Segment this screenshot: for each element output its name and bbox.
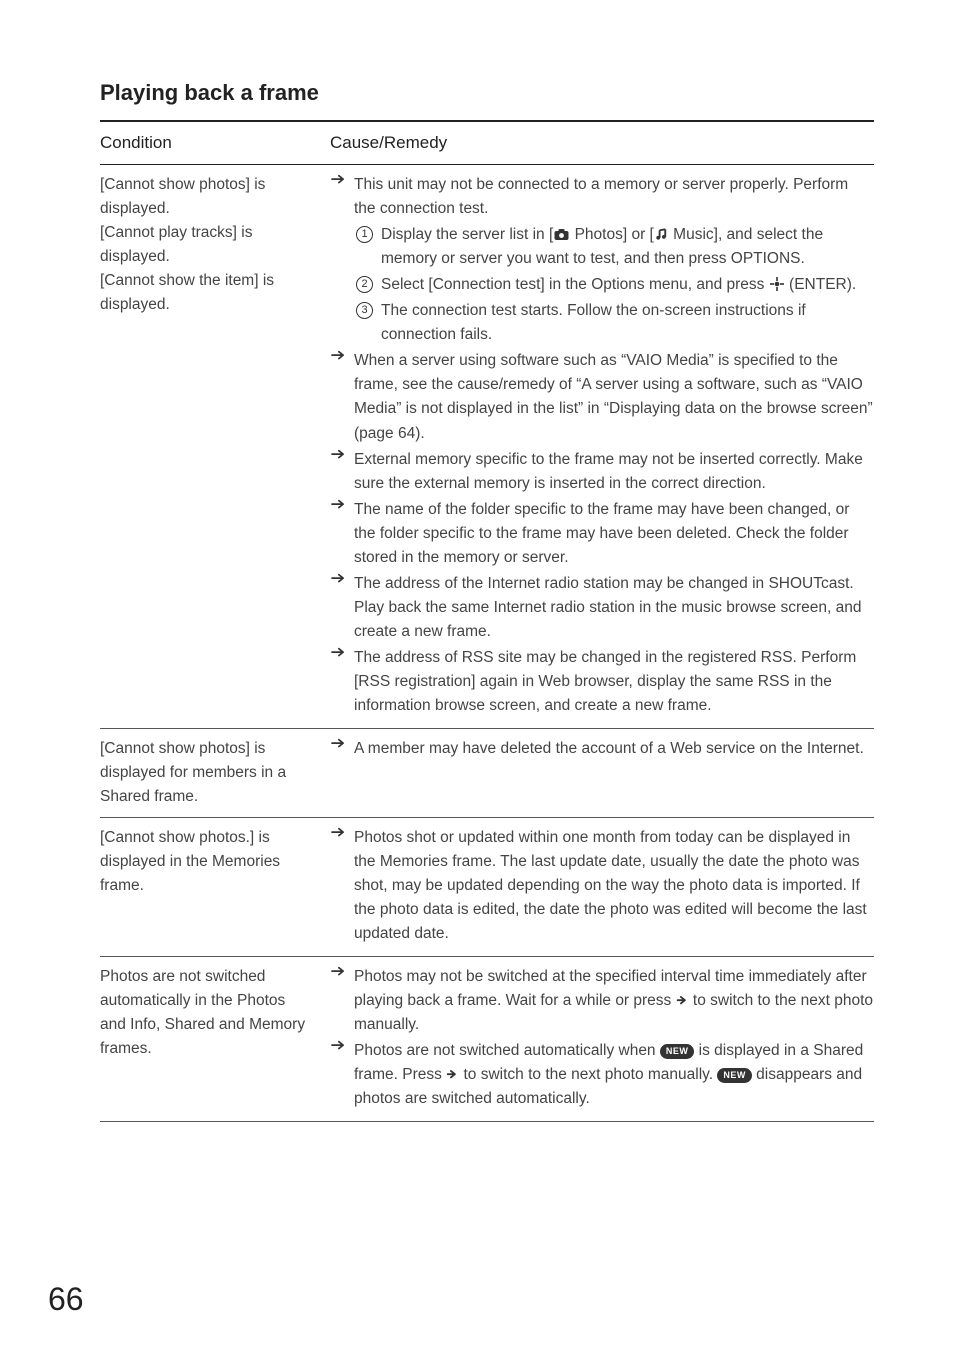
header-condition: Condition	[100, 122, 330, 164]
bullet-arrow-icon	[330, 349, 348, 362]
bullet-arrow-icon	[330, 498, 348, 511]
bullet-arrow-icon	[330, 448, 348, 461]
new-badge: NEW	[717, 1068, 752, 1083]
bullet-arrow-icon	[330, 646, 348, 659]
remedy-text: The name of the folder specific to the f…	[354, 498, 874, 570]
condition-cell: [Cannot show photos] is displayed for me…	[100, 729, 330, 817]
sub-step: 3 The connection test starts. Follow the …	[356, 299, 874, 347]
cause-cell: Photos shot or updated within one month …	[330, 818, 874, 956]
condition-cell: [Cannot show photos] is displayed.[Canno…	[100, 165, 330, 325]
remedy-text: When a server using software such as “VA…	[354, 349, 874, 445]
step-text: Select [Connection test] in the Options …	[381, 273, 874, 297]
header-cause: Cause/Remedy	[330, 122, 874, 164]
new-badge: NEW	[660, 1044, 695, 1059]
condition-line: [Cannot show photos] is displayed for me…	[100, 737, 314, 809]
sub-step: 1 Display the server list in [ Photos] or…	[356, 223, 874, 271]
sub-step: 2 Select [Connection test] in the Options…	[356, 273, 874, 297]
bullet-arrow-icon	[330, 737, 348, 750]
bullet-arrow-icon	[330, 826, 348, 839]
bullet-arrow-icon	[330, 572, 348, 585]
right-arrow-icon	[676, 995, 689, 1007]
step-text: The connection test starts. Follow the o…	[381, 299, 874, 347]
section-title: Playing back a frame	[100, 80, 874, 106]
table-header: Condition Cause/Remedy	[100, 122, 874, 164]
page-number: 66	[48, 1281, 84, 1318]
bullet-arrow-icon	[330, 173, 348, 186]
remedy-item: The address of the Internet radio statio…	[330, 572, 874, 644]
remedy-text: Photos may not be switched at the specif…	[354, 965, 874, 1037]
bullet-arrow-icon	[330, 965, 348, 978]
remedy-text: Photos shot or updated within one month …	[354, 826, 874, 946]
remedy-item: Photos shot or updated within one month …	[330, 826, 874, 946]
remedy-item: Photos may not be switched at the specif…	[330, 965, 874, 1037]
right-arrow-icon	[446, 1069, 459, 1081]
condition-line: Photos are not switched automatically in…	[100, 965, 314, 1061]
step-number: 1	[356, 226, 373, 243]
table-row: [Cannot show photos.] is displayed in th…	[100, 818, 874, 956]
remedy-item: External memory specific to the frame ma…	[330, 448, 874, 496]
remedy-item: Photos are not switched automatically wh…	[330, 1039, 874, 1111]
cause-cell: A member may have deleted the account of…	[330, 729, 874, 771]
remedy-text: Photos are not switched automatically wh…	[354, 1039, 874, 1111]
table-row: Photos are not switched automatically in…	[100, 957, 874, 1121]
table-row: [Cannot show photos] is displayed for me…	[100, 729, 874, 817]
remedy-text: The address of the Internet radio statio…	[354, 572, 874, 644]
condition-line: [Cannot show the item] is displayed.	[100, 269, 314, 317]
music-icon	[654, 227, 669, 241]
enter-icon	[769, 275, 785, 291]
remedy-item: The address of RSS site may be changed i…	[330, 646, 874, 718]
remedy-text: This unit may not be connected to a memo…	[354, 173, 874, 221]
remedy-item: The name of the folder specific to the f…	[330, 498, 874, 570]
remedy-text: The address of RSS site may be changed i…	[354, 646, 874, 718]
remedy-text: A member may have deleted the account of…	[354, 737, 874, 761]
step-number: 2	[356, 276, 373, 293]
remedy-item: A member may have deleted the account of…	[330, 737, 874, 761]
remedy-text: External memory specific to the frame ma…	[354, 448, 874, 496]
condition-line: [Cannot show photos] is displayed.	[100, 173, 314, 221]
cause-cell: Photos may not be switched at the specif…	[330, 957, 874, 1121]
step-number: 3	[356, 302, 373, 319]
condition-line: [Cannot play tracks] is displayed.	[100, 221, 314, 269]
table-row: [Cannot show photos] is displayed.[Canno…	[100, 165, 874, 727]
bullet-arrow-icon	[330, 1039, 348, 1052]
condition-cell: Photos are not switched automatically in…	[100, 957, 330, 1069]
cause-cell: This unit may not be connected to a memo…	[330, 165, 874, 727]
rule-row	[100, 1121, 874, 1122]
camera-icon	[553, 227, 570, 241]
remedy-item: This unit may not be connected to a memo…	[330, 173, 874, 221]
step-text: Display the server list in [ Photos] or …	[381, 223, 874, 271]
condition-cell: [Cannot show photos.] is displayed in th…	[100, 818, 330, 906]
remedy-item: When a server using software such as “VA…	[330, 349, 874, 445]
condition-line: [Cannot show photos.] is displayed in th…	[100, 826, 314, 898]
